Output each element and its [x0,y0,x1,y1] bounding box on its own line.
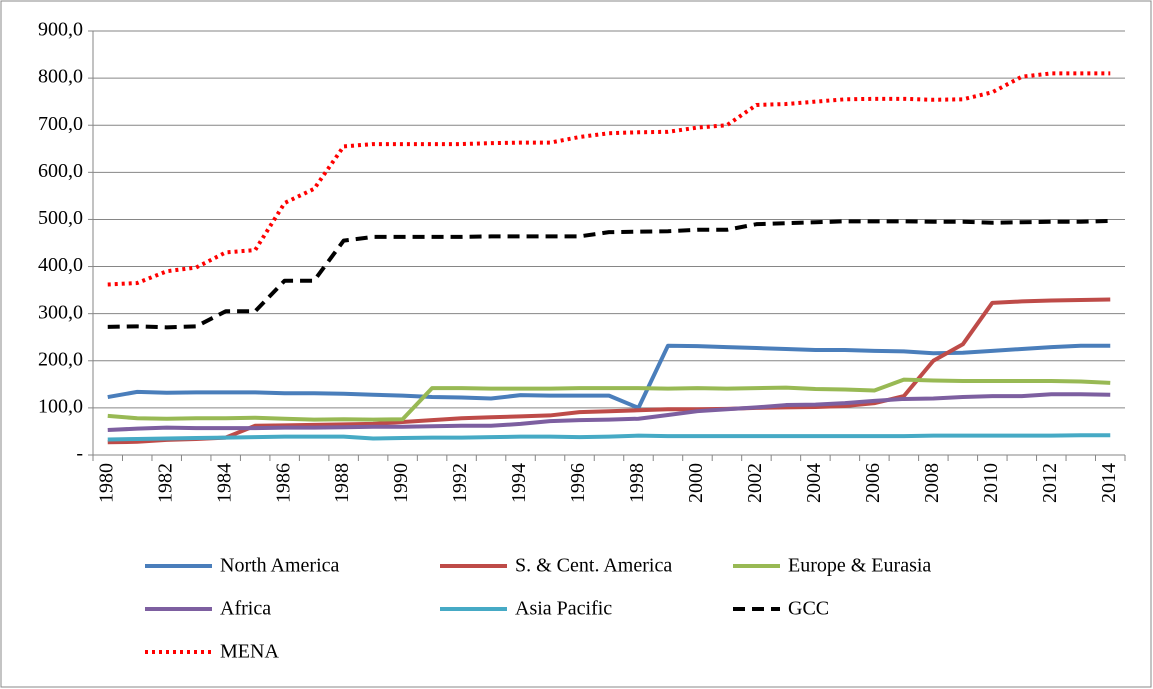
series-line [107,218,1111,330]
x-tick-label: 1992 [449,463,471,503]
x-tick-label: 2008 [921,463,943,503]
x-tick-label: 1990 [390,463,412,503]
x-tick-label: 2012 [1039,463,1061,503]
x-tick-label: 2000 [685,463,707,503]
series-line [107,71,1111,287]
x-tick-label: 1984 [213,463,235,503]
series-line [107,392,1111,433]
x-tick-label: 2004 [803,463,825,503]
x-tick-label: 1998 [626,463,648,503]
series-line [107,377,1111,422]
x-tick-label: 1986 [272,463,294,503]
series-line [107,297,1111,445]
y-tick-label: - [76,443,83,465]
y-tick-label: 500,0 [38,207,83,229]
x-tick-label: 1988 [331,463,353,503]
x-tick-label: 2010 [980,463,1002,503]
y-tick-label: 300,0 [38,301,83,323]
legend-label: GCC [788,598,829,620]
x-tick-label: 1980 [95,463,117,503]
y-tick-label: 100,0 [38,395,83,417]
x-tick-label: 1982 [154,463,176,503]
x-tick-label: 2014 [1098,463,1120,503]
y-tick-label: 800,0 [38,66,83,88]
x-tick-label: 1996 [567,463,589,503]
legend-label: Europe & Eurasia [788,555,931,577]
legend-label: Asia Pacific [515,598,612,620]
y-tick-label: 200,0 [38,348,83,370]
y-tick-label: 400,0 [38,254,83,276]
y-tick-label: 900,0 [38,19,83,41]
legend-label: S. & Cent. America [515,555,672,577]
legend-label: North America [220,555,340,577]
x-tick-label: 2006 [862,463,884,503]
legend-label: Africa [220,598,271,620]
x-tick-label: 1994 [508,463,530,503]
x-tick-label: 2002 [744,463,766,503]
legend-label: MENA [220,641,279,663]
series-line [107,433,1111,442]
y-tick-label: 600,0 [38,160,83,182]
y-tick-label: 700,0 [38,113,83,135]
